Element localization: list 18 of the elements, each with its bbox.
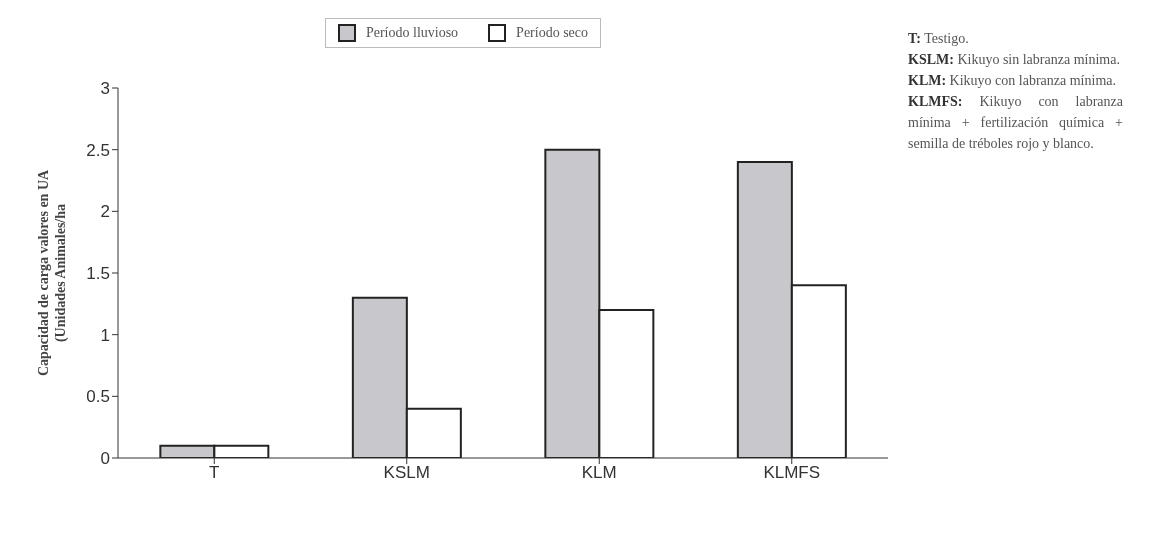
y-axis-title: Capacidad de carga valores en UA (Unidades Animales/ha [36,168,69,377]
legend-label: Período lluvioso [365,25,459,41]
x-tick-label: KSLM [383,463,430,483]
legend-label: Período seco [516,25,589,41]
x-tick-label: T [209,463,220,483]
text: KSLM: Kikuyo sin labranza mínima. [908,51,1121,69]
text: KLM: Kikuyo con labranza mínima. [908,72,1117,90]
y-tick-label: 3 [100,79,110,99]
y-tick-label: 0.5 [86,387,110,407]
y-tick-label: 0 [100,449,110,469]
y-tick-label: 1.5 [86,264,110,284]
y-tick-label: 2.5 [86,140,110,160]
text: T: Testigo. [908,30,970,48]
y-tick-label: 1 [100,325,110,345]
text: KLMFS: Kikuyo con labranza mínima + fertilización química + semilla de tréboles rojo y blanco. [908,94,1123,151]
x-tick-label: KLM [581,463,617,483]
x-tick-label: KLMFS [763,463,821,483]
y-tick-label: 2 [100,202,110,222]
